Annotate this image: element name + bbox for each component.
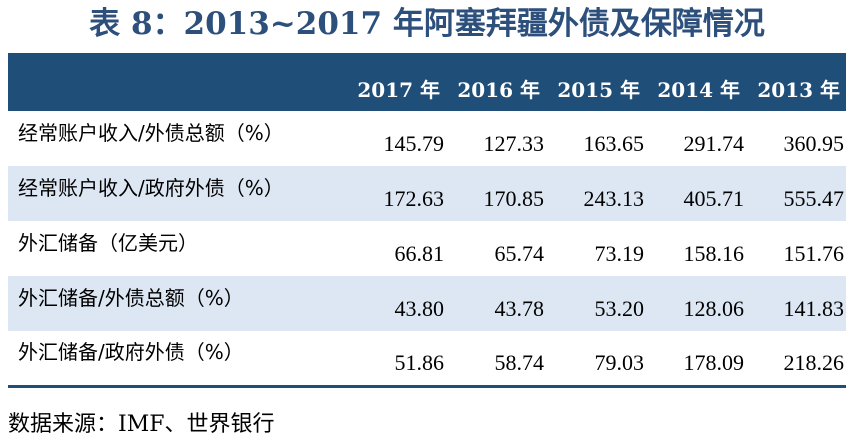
row-label: 外汇储备/政府外债（%）: [18, 340, 244, 365]
cell-value: 291.74: [683, 130, 745, 156]
table-row: 外汇储备（亿美元） 66.81 65.74 73.19 158.16 151.7…: [8, 221, 846, 276]
header-cell-2017: 2017 年: [357, 77, 440, 102]
table-row: 经常账户收入/政府外债（%） 172.63 170.85 243.13 405.…: [8, 166, 846, 221]
cell-value: 555.47: [783, 185, 845, 211]
header-cell-2015: 2015 年: [557, 77, 640, 102]
cell-value: 66.81: [394, 240, 445, 266]
header-cell-2014: 2014 年: [657, 77, 740, 102]
cell-value: 127.33: [483, 130, 545, 156]
cell-value: 360.95: [783, 130, 845, 156]
table-row: 经常账户收入/外债总额（%） 145.79 127.33 163.65 291.…: [8, 111, 846, 166]
cell-value: 243.13: [583, 185, 645, 211]
cell-value: 58.74: [494, 349, 545, 375]
cell-value: 178.09: [683, 349, 745, 375]
row-label: 经常账户收入/外债总额（%）: [18, 121, 284, 145]
cell-value: 145.79: [383, 130, 445, 156]
cell-value: 53.20: [594, 295, 645, 321]
cell-value: 163.65: [583, 130, 645, 156]
table-row: 外汇储备/外债总额（%） 43.80 43.78 53.20 128.06 14…: [8, 276, 846, 331]
row-label: 外汇储备/外债总额（%）: [18, 286, 244, 310]
cell-value: 43.80: [394, 295, 445, 321]
data-table-container: 2017 年 2016 年 2015 年 2014 年 2013 年 经常账户收…: [8, 53, 846, 388]
table-header-row: 2017 年 2016 年 2015 年 2014 年 2013 年: [8, 53, 846, 111]
header-cell-2016: 2016 年: [457, 77, 540, 102]
cell-value: 151.76: [783, 240, 845, 266]
row-label: 外汇储备（亿美元）: [18, 231, 198, 255]
cell-value: 141.83: [783, 295, 845, 321]
cell-value: 43.78: [494, 295, 545, 321]
cell-value: 128.06: [683, 295, 745, 321]
header-cell-2013: 2013 年: [757, 77, 840, 102]
row-label: 经常账户收入/政府外债（%）: [18, 176, 284, 200]
cell-value: 218.26: [783, 349, 845, 375]
cell-value: 51.86: [394, 349, 445, 375]
table-title: 表 8：2013~2017 年阿塞拜疆外债及保障情况: [89, 6, 765, 42]
cell-value: 158.16: [683, 240, 745, 266]
cell-value: 73.19: [594, 240, 645, 266]
table-row: 外汇储备/政府外债（%） 51.86 58.74 79.03 178.09 21…: [8, 331, 846, 386]
data-table: 2017 年 2016 年 2015 年 2014 年 2013 年 经常账户收…: [8, 53, 846, 388]
cell-value: 65.74: [494, 240, 545, 266]
cell-value: 79.03: [594, 349, 645, 375]
cell-value: 172.63: [383, 185, 445, 211]
header-cell-label: [8, 53, 346, 111]
cell-value: 170.85: [483, 185, 545, 211]
source-note: 数据来源：IMF、世界银行: [8, 412, 275, 437]
cell-value: 405.71: [683, 185, 745, 211]
